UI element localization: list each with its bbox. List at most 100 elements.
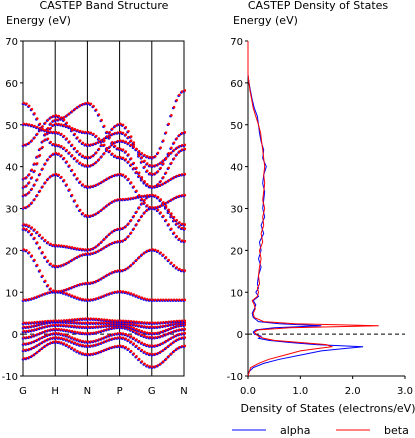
- beta-band-point: [159, 146, 162, 149]
- beta-band-point: [111, 174, 114, 178]
- beta-band-point: [65, 160, 69, 163]
- beta-band-point: [43, 128, 47, 132]
- beta-band-point: [153, 194, 157, 197]
- beta-band-point: [105, 235, 109, 238]
- beta-band-point: [124, 133, 128, 136]
- beta-band-point: [92, 344, 95, 347]
- beta-band-point: [143, 334, 146, 338]
- beta-band-point: [145, 335, 149, 339]
- beta-band-point: [78, 247, 82, 251]
- k-point-label: P: [117, 386, 123, 397]
- beta-band-point: [49, 126, 52, 130]
- beta-band-point: [113, 199, 117, 202]
- beta-band-point: [81, 163, 85, 166]
- beta-band-point: [135, 210, 138, 214]
- beta-band-point: [159, 334, 162, 338]
- beta-band-point: [143, 159, 146, 163]
- beta-band-point: [25, 193, 28, 196]
- beta-band-point: [33, 162, 36, 166]
- beta-band-point: [94, 297, 98, 300]
- beta-band-point: [97, 243, 101, 246]
- k-point-label: G: [148, 386, 156, 397]
- beta-band-point: [119, 344, 122, 348]
- beta-band-point: [105, 335, 109, 338]
- beta-band-point: [162, 253, 165, 257]
- beta-band-point: [41, 325, 44, 329]
- beta-band-point: [172, 329, 176, 333]
- beta-band-point: [25, 227, 28, 231]
- beta-band-point: [81, 102, 85, 106]
- beta-band-point: [178, 133, 181, 137]
- beta-band-point: [156, 331, 160, 335]
- beta-band-point: [183, 332, 187, 335]
- beta-band-point: [54, 143, 58, 147]
- beta-band-point: [132, 323, 136, 326]
- beta-band-point: [108, 327, 111, 330]
- beta-band-point: [41, 125, 44, 128]
- beta-band-point: [183, 269, 187, 272]
- beta-band-point: [68, 245, 71, 249]
- beta-band-point: [38, 126, 42, 130]
- dos-y-ticks: -10 0 10 20 30 40 50 60 70: [227, 37, 248, 383]
- beta-band-point: [100, 118, 103, 122]
- beta-band-point: [127, 177, 130, 181]
- beta-band-point: [33, 352, 36, 356]
- beta-band-point: [180, 148, 184, 152]
- beta-band-point: [167, 122, 170, 126]
- beta-band-point: [178, 225, 181, 228]
- beta-band-point: [43, 138, 47, 141]
- beta-band-point: [68, 339, 71, 342]
- beta-band-point: [27, 104, 31, 108]
- beta-band-point: [140, 296, 144, 300]
- beta-band-point: [76, 204, 79, 207]
- beta-band-point: [178, 173, 181, 177]
- beta-band-point: [97, 330, 101, 334]
- beta-band-point: [65, 292, 69, 295]
- beta-band-point: [43, 325, 47, 328]
- beta-band-point: [43, 292, 47, 295]
- band-structure-y-ticks: -10 0 10 20 30 40 50 60 70: [2, 37, 23, 383]
- beta-band-point: [121, 148, 125, 152]
- beta-band-point: [92, 104, 95, 108]
- beta-band-point: [73, 284, 77, 288]
- beta-band-point: [52, 289, 55, 293]
- beta-band-point: [27, 335, 31, 339]
- dos-x-ticks: 0.0 1.0 2.0 3.0: [240, 376, 413, 397]
- beta-band-point: [62, 123, 66, 127]
- beta-band-point: [151, 193, 154, 197]
- beta-band-point: [119, 239, 122, 243]
- beta-band-point: [121, 123, 125, 127]
- beta-band-point: [167, 166, 170, 170]
- beta-band-point: [43, 238, 47, 242]
- beta-band-point: [33, 124, 36, 128]
- beta-band-point: [60, 264, 63, 267]
- beta-band-point: [140, 324, 144, 328]
- k-point-label: G: [19, 386, 27, 397]
- beta-band-point: [57, 114, 60, 118]
- beta-band-point: [43, 162, 47, 166]
- beta-band-point: [178, 221, 181, 224]
- beta-band-point: [135, 189, 138, 193]
- beta-band-point: [143, 211, 146, 214]
- beta-band-point: [30, 123, 34, 127]
- beta-band-point: [27, 297, 31, 301]
- beta-band-point: [108, 292, 111, 295]
- beta-band-point: [78, 129, 82, 133]
- beta-band-point: [167, 344, 170, 348]
- beta-band-point: [57, 122, 60, 126]
- beta-band-point: [116, 123, 120, 126]
- beta-band-point: [33, 112, 36, 115]
- beta-band-point: [162, 159, 165, 162]
- beta-band-point: [183, 172, 187, 176]
- beta-band-point: [170, 161, 173, 165]
- beta-band-point: [183, 298, 187, 302]
- beta-band-point: [127, 347, 130, 351]
- beta-band-point: [164, 357, 168, 361]
- beta-band-point: [132, 293, 136, 296]
- beta-band-point: [156, 208, 160, 212]
- beta-band-point: [30, 168, 34, 172]
- beta-band-point: [89, 102, 93, 106]
- beta-band-point: [135, 320, 138, 324]
- beta-band-point: [60, 341, 63, 344]
- y-tick-label: 30: [230, 205, 243, 216]
